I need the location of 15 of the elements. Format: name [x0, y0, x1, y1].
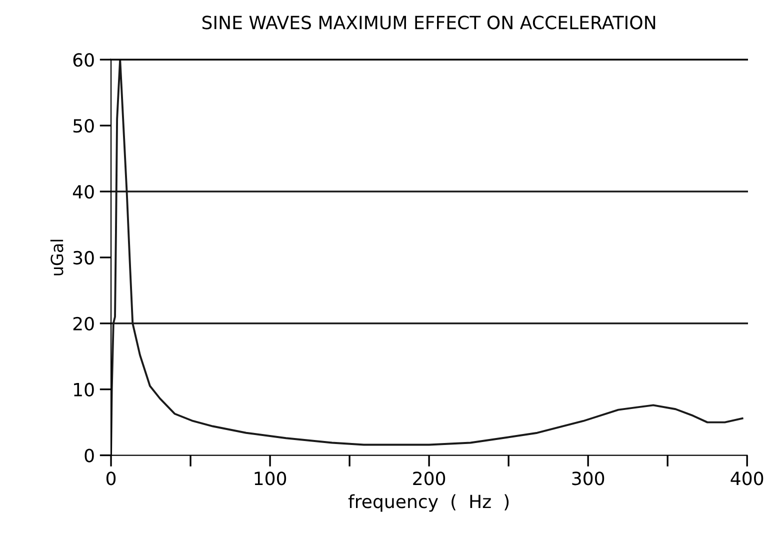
x-tick-label: 300 [572, 472, 604, 486]
y-tick-label: 30 [73, 250, 94, 265]
y-tick-label: 0 [84, 448, 94, 462]
x-tick-label: 100 [254, 472, 286, 486]
y-tick-label: 10 [74, 382, 94, 396]
y-axis-title: uGal [50, 240, 64, 276]
y-tick-label: 50 [73, 119, 94, 133]
x-tick-label: 400 [730, 472, 764, 486]
x-axis-title: frequency ( Hz ) [348, 494, 509, 512]
chart-title: SINE WAVES MAXIMUM EFFECT ON ACCELERATION [202, 16, 656, 30]
x-tick-label: 200 [413, 472, 446, 486]
y-tick-label: 20 [73, 316, 94, 331]
y-tick-label: 60 [73, 53, 94, 67]
y-tick-label: 40 [72, 184, 94, 199]
x-tick-label: 0 [106, 472, 116, 486]
